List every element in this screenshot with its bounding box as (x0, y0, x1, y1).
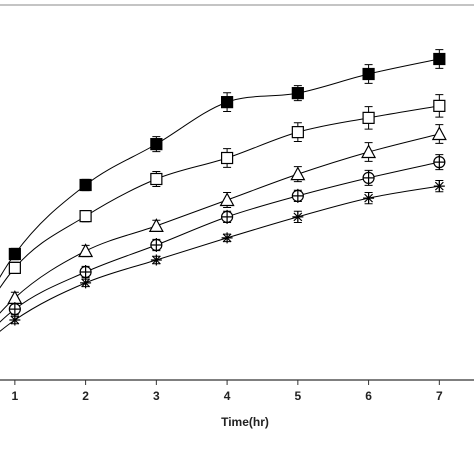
marker (8, 261, 21, 274)
marker (79, 210, 92, 223)
marker (220, 209, 234, 224)
x-axis-label: Time(hr) (221, 415, 269, 429)
marker (433, 155, 446, 170)
x-tick-label: 4 (224, 389, 231, 403)
x-tick-label: 6 (365, 389, 372, 403)
marker (362, 67, 375, 81)
x-tick-label: 1 (12, 389, 19, 403)
marker (148, 218, 164, 232)
marker (79, 265, 92, 279)
marker (433, 99, 446, 112)
x-tick-label: 7 (436, 389, 443, 403)
marker (220, 96, 234, 109)
series-line (0, 105, 440, 289)
marker (291, 126, 304, 139)
marker (8, 247, 21, 261)
marker (290, 166, 306, 181)
marker (7, 290, 23, 304)
marker (433, 52, 446, 66)
marker (362, 170, 375, 185)
marker (78, 243, 94, 258)
x-tick-label: 3 (153, 389, 160, 403)
series-line (0, 161, 440, 323)
x-tick-label: 2 (82, 389, 89, 403)
marker (79, 178, 92, 192)
marker (363, 192, 375, 204)
marker (150, 238, 163, 252)
marker (292, 211, 304, 223)
marker (361, 144, 377, 159)
marker (433, 180, 445, 192)
marker (431, 126, 447, 141)
series-line (0, 133, 440, 314)
plot-area (0, 49, 447, 332)
marker (150, 172, 163, 186)
marker (150, 138, 163, 151)
series-line (0, 185, 440, 332)
marker (291, 87, 304, 100)
marker (8, 302, 21, 317)
marker (219, 192, 235, 207)
marker (291, 188, 304, 203)
marker (9, 314, 21, 326)
marker (220, 151, 234, 165)
marker (362, 111, 375, 124)
x-tick-label: 5 (294, 389, 301, 403)
marker (80, 277, 92, 289)
marker (150, 254, 162, 266)
marker (221, 232, 233, 244)
